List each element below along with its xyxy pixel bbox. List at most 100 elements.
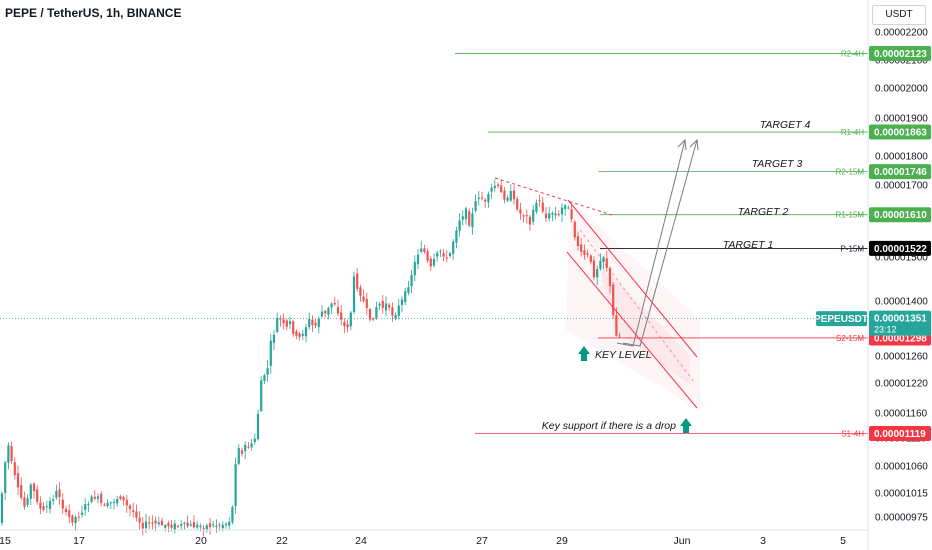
arrowhead-1: [677, 138, 687, 151]
candle-body: [592, 260, 596, 278]
candle-body: [589, 255, 592, 262]
y-tick-label: 0.00001900: [875, 114, 928, 125]
candle-body: [362, 296, 365, 302]
candle-body: [224, 523, 228, 526]
level-price-badge: [869, 207, 931, 223]
projection-path-2: [622, 139, 698, 347]
candle-body: [448, 252, 452, 257]
resistance-trendline: [494, 177, 613, 216]
candle-body: [36, 489, 39, 502]
candle-body: [336, 307, 340, 314]
key-support-up-arrow-icon: [680, 418, 692, 433]
candle-body: [250, 443, 253, 448]
candle-body: [570, 209, 573, 220]
candle-body: [605, 258, 608, 269]
candle-body: [576, 236, 580, 247]
key-support-label: Key support if there is a drop: [542, 420, 676, 432]
candle-body: [16, 473, 20, 488]
target-2-label: TARGET 2: [738, 206, 789, 218]
candle-body: [583, 250, 586, 255]
candle-body: [544, 213, 548, 219]
candle-body: [416, 254, 420, 264]
candle-body: [103, 504, 106, 506]
candle-body: [314, 322, 317, 326]
key-level-label: KEY LEVEL: [595, 349, 652, 361]
countdown-text: 23:12: [874, 325, 897, 335]
pivot-label: R2-4H: [841, 50, 864, 59]
candle-body: [80, 512, 84, 515]
candle-body: [330, 303, 333, 308]
x-tick-label: 27: [476, 535, 488, 547]
candle-body: [445, 257, 448, 259]
candle-body: [292, 321, 295, 334]
candle-body: [404, 290, 407, 303]
target-3-label: TARGET 3: [752, 158, 803, 170]
y-tick-label: 0.00001800: [875, 152, 928, 163]
candle-body: [298, 333, 301, 337]
candle-body: [151, 522, 154, 524]
candle-body: [0, 493, 4, 523]
y-tick-label: 0.00001500: [875, 253, 928, 264]
candle-body: [208, 523, 212, 527]
candle-body: [160, 520, 164, 526]
candle-body: [199, 525, 202, 527]
candle-body: [480, 197, 484, 199]
candle-body: [346, 324, 349, 328]
candle-body: [68, 510, 71, 517]
candle-body: [506, 197, 509, 201]
pivot-label: R1-4H: [841, 128, 864, 137]
candle-body: [608, 268, 612, 287]
candle-body: [519, 209, 522, 214]
candle-body: [455, 230, 458, 243]
candle-body: [167, 523, 170, 527]
target-1-label: TARGET 1: [723, 239, 774, 251]
level-price-badge: [869, 426, 931, 441]
level-price-text: 0.00001746: [874, 167, 927, 178]
candle-body: [432, 259, 436, 266]
level-price-badge: [869, 240, 931, 256]
candle-body: [148, 522, 151, 524]
candle-body: [429, 258, 432, 267]
candle-body: [500, 185, 503, 193]
candle-body: [180, 524, 183, 526]
projection-path-1: [616, 139, 686, 347]
candle-body: [452, 241, 455, 254]
candle-body: [288, 321, 292, 325]
candle-body: [602, 257, 605, 263]
candle-body: [90, 496, 93, 502]
candle-body: [484, 199, 487, 202]
candle-body: [461, 216, 464, 220]
candle-body: [365, 298, 368, 309]
candle-body: [157, 522, 160, 525]
channel-lower-line: [566, 251, 698, 409]
candle-body: [196, 524, 199, 528]
pivot-label: P-15M: [840, 244, 864, 253]
candle-body: [308, 318, 311, 328]
candle-body: [87, 503, 90, 506]
candle-body: [512, 190, 516, 200]
candle-body: [471, 213, 474, 228]
candle-body: [244, 444, 247, 452]
candle-body: [596, 268, 599, 278]
candle-body: [132, 510, 135, 512]
candle-body: [170, 524, 173, 528]
x-tick-label: 3: [760, 535, 766, 547]
candle-body: [106, 502, 109, 507]
candle-body: [240, 450, 244, 454]
candle-body: [247, 446, 250, 448]
candle-body: [516, 198, 519, 210]
candle-body: [532, 209, 535, 222]
candle-body: [391, 307, 394, 316]
candle-body: [477, 197, 480, 199]
candle-body: [327, 307, 330, 315]
candle-body: [301, 333, 304, 336]
candle-body: [573, 221, 576, 238]
pivot-label: R1-15M: [836, 211, 865, 220]
candle-body: [272, 334, 276, 343]
candle-body: [109, 502, 112, 504]
candle-body: [122, 497, 125, 501]
candle-body: [144, 521, 148, 529]
candle-body: [64, 508, 68, 513]
currency-selector[interactable]: USDT: [872, 5, 926, 25]
